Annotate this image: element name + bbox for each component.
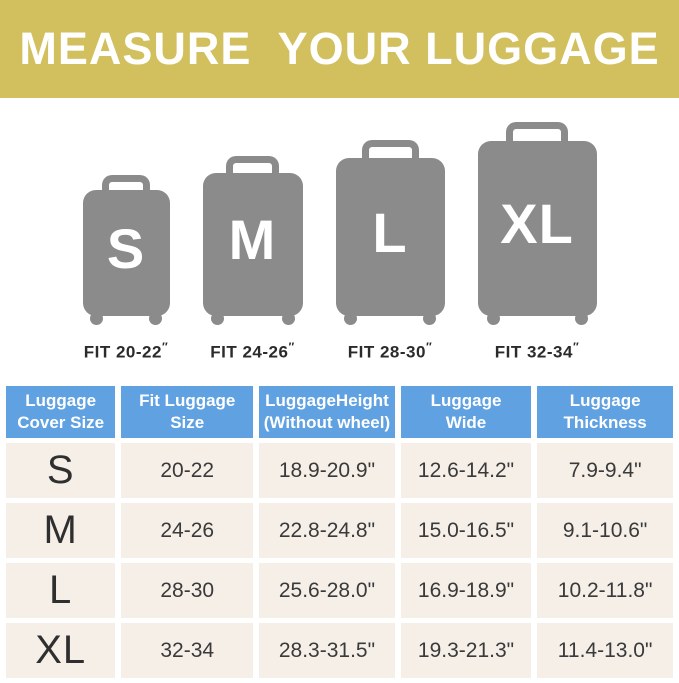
cell-cover-size: S [6,443,116,498]
cell-wide: 15.0-16.5" [400,503,532,558]
suitcase-body-icon: XL [477,141,597,317]
suitcase-size-diagram: S FIT 20-22″ M FIT 24-26″ L FIT 28-30″ [0,98,679,381]
fit-range-text: FIT 28-30 [347,343,426,362]
fit-range-label: FIT 28-30″ [348,340,432,363]
cell-height: 18.9-20.9" [259,443,395,498]
inch-prime-mark: ″ [572,340,580,355]
suitcase-size-letter: M [228,208,277,272]
cell-cover-size: M [6,503,116,558]
table-header-row: Luggage Cover Size Fit Luggage Size Lugg… [6,386,673,438]
suitcase-s: S FIT 20-22″ [82,175,170,363]
table-row: XL 32-34 28.3-31.5" 19.3-21.3" 11.4-13.0… [6,623,673,678]
inch-prime-mark: ″ [161,340,169,355]
suitcase-handle-icon [361,140,419,166]
cell-thickness: 7.9-9.4" [537,443,673,498]
suitcase-body-icon: S [82,190,170,317]
fit-range-label: FIT 20-22″ [84,340,168,363]
suitcase-body-icon: M [202,173,303,317]
cell-wide: 16.9-18.9" [400,563,532,618]
suitcase-m: M FIT 24-26″ [202,156,303,363]
inch-prime-mark: ″ [288,340,295,355]
column-header-luggage-thickness: Luggage Thickness [537,386,673,438]
cell-wide: 12.6-14.2" [400,443,532,498]
cell-cover-size: XL [6,623,116,678]
cell-fit-size: 24-26 [121,503,254,558]
cell-height: 28.3-31.5" [259,623,395,678]
suitcase-size-letter: L [372,200,408,264]
title-banner: MEASURE YOUR LUGGAGE [0,0,679,98]
suitcase-handle-icon [102,175,150,198]
fit-range-text: FIT 20-22 [83,343,162,362]
cell-thickness: 11.4-13.0" [537,623,673,678]
fit-range-text: FIT 24-26 [210,343,289,362]
suitcase-body-icon: L [335,158,445,317]
suitcase-l: L FIT 28-30″ [335,140,445,363]
column-header-luggage-height: LuggageHeight (Without wheel) [259,386,395,438]
suitcase-handle-icon [506,122,568,149]
cell-height: 22.8-24.8" [259,503,395,558]
column-header-fit-luggage-size: Fit Luggage Size [121,386,254,438]
cell-cover-size: L [6,563,116,618]
size-spec-table: Luggage Cover Size Fit Luggage Size Lugg… [0,381,679,683]
column-header-luggage-wide: Luggage Wide [400,386,532,438]
suitcase-size-letter: XL [500,192,574,256]
cell-thickness: 10.2-11.8" [537,563,673,618]
suitcase-handle-icon [226,156,279,181]
suitcase-xl: XL FIT 32-34″ [477,122,597,363]
page-title: MEASURE YOUR LUGGAGE [19,23,660,74]
cell-fit-size: 32-34 [121,623,254,678]
inch-prime-mark: ″ [425,340,433,355]
table-row: L 28-30 25.6-28.0" 16.9-18.9" 10.2-11.8" [6,563,673,618]
table-row: M 24-26 22.8-24.8" 15.0-16.5" 9.1-10.6" [6,503,673,558]
size-spec-table-section: Luggage Cover Size Fit Luggage Size Lugg… [0,381,679,679]
column-header-luggage-cover-size: Luggage Cover Size [6,386,116,438]
fit-range-text: FIT 32-34 [494,343,573,362]
cell-fit-size: 28-30 [121,563,254,618]
fit-range-label: FIT 32-34″ [495,340,579,363]
cell-fit-size: 20-22 [121,443,254,498]
suitcase-size-letter: S [106,216,146,280]
cell-wide: 19.3-21.3" [400,623,532,678]
cell-thickness: 9.1-10.6" [537,503,673,558]
cell-height: 25.6-28.0" [259,563,395,618]
fit-range-label: FIT 24-26″ [210,340,294,363]
table-row: S 20-22 18.9-20.9" 12.6-14.2" 7.9-9.4" [6,443,673,498]
